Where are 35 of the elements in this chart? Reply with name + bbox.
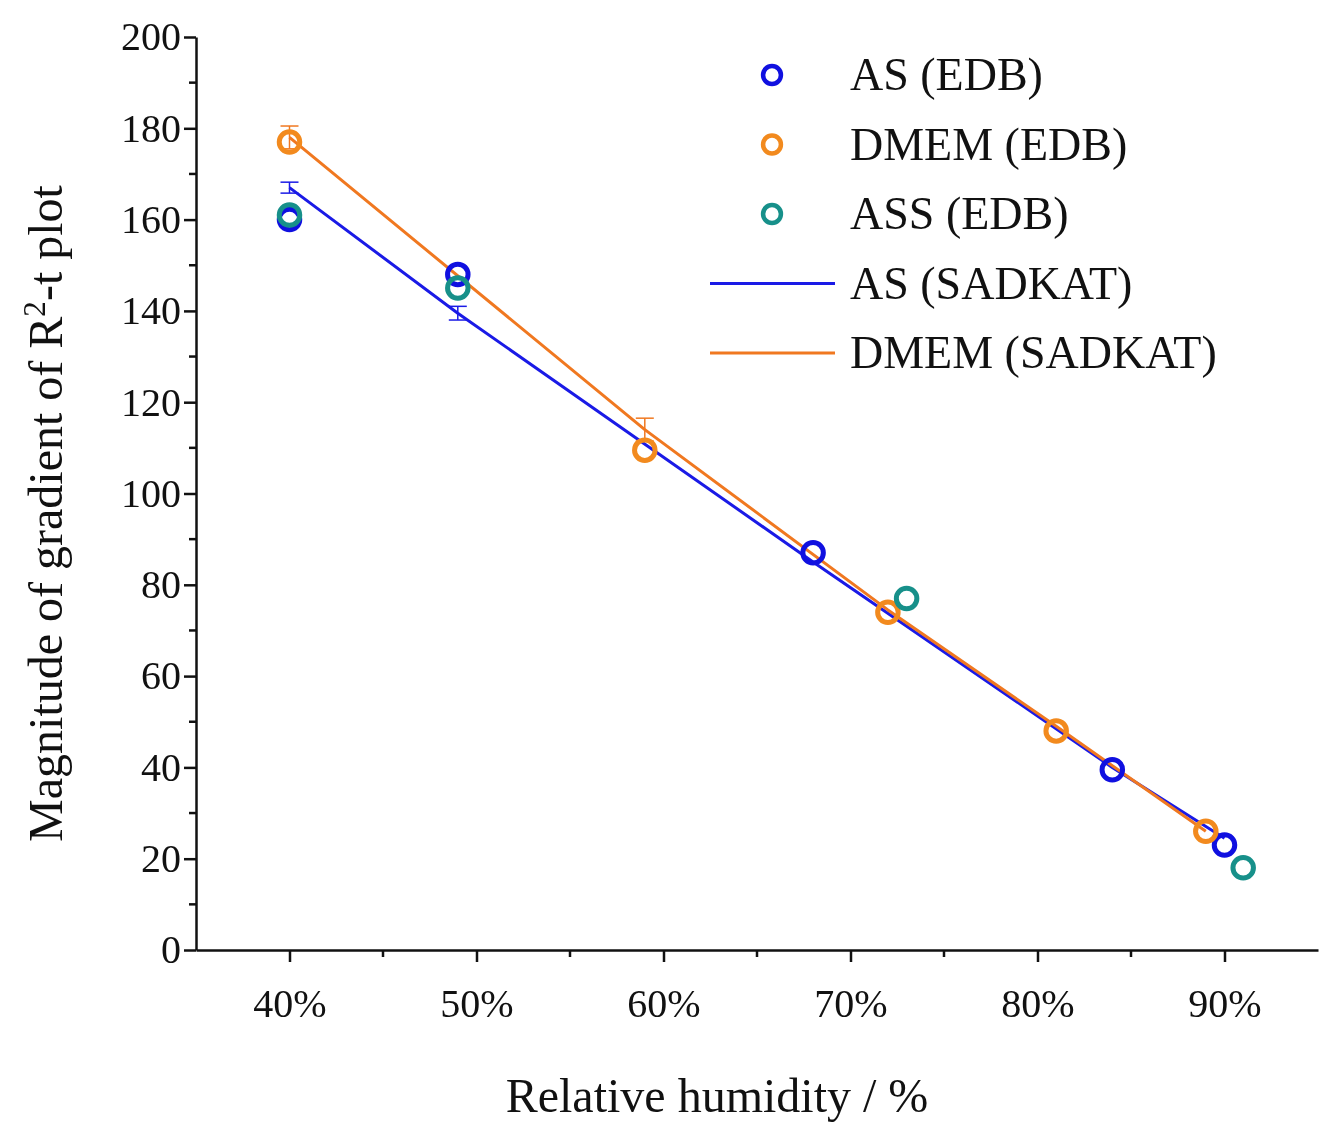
y-tick-label: 80 [141,562,181,608]
point [1230,855,1256,881]
x-tick-label: 60% [627,981,701,1026]
legend-label: DMEM (SADKAT) [850,327,1217,378]
x-tick-label: 70% [814,981,888,1026]
legend-label: AS (EDB) [850,49,1043,100]
y-tick-label: 100 [121,470,181,516]
y-tick-label: 140 [121,288,181,334]
y-tick-label: 120 [121,379,181,425]
y-tick-label: 20 [141,836,181,881]
y-tick-label: 60 [141,653,181,699]
y-tick-label: 180 [121,105,181,151]
y-tick-label: 160 [121,196,181,242]
y-tick-label: 40 [141,744,181,790]
x-axis-title: Relative humidity / % [505,1069,929,1122]
legend-label: ASS (EDB) [850,188,1069,239]
point [1193,818,1219,845]
x-tick-label: 40% [253,981,327,1026]
point [1043,718,1069,744]
point [875,599,901,625]
point [893,585,920,612]
x-tick-label: 90% [1188,981,1262,1026]
point [276,202,303,228]
point [800,540,826,566]
legend-label: DMEM (EDB) [850,118,1128,170]
y-tick-label: 0 [161,927,181,973]
point [1211,832,1238,858]
point [276,129,303,155]
point [1099,756,1126,783]
x-tick-label: 50% [440,981,514,1026]
y-tick-label: 200 [121,14,181,60]
x-tick-label: 80% [1001,981,1075,1026]
point [445,275,471,301]
legend-label: AS (SADKAT) [850,257,1133,309]
point [632,437,658,463]
